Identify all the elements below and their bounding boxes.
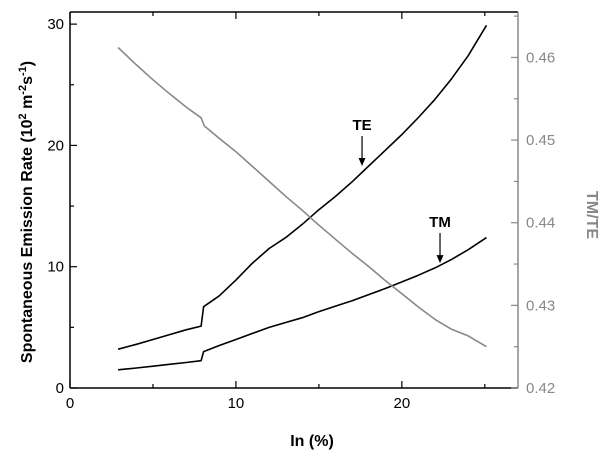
right-y-tick-label: 0.42 — [526, 380, 555, 397]
annotation-arrowhead-tm — [436, 255, 444, 264]
right-y-axis-title: TM/TE — [583, 191, 600, 239]
x-tick-label: 20 — [394, 395, 411, 412]
series-line-tm — [118, 236, 487, 371]
series-line-te — [117, 24, 488, 350]
x-tick-label: 0 — [66, 395, 74, 412]
left-y-tick-label: 10 — [47, 259, 64, 276]
right-y-tick-label: 0.46 — [526, 49, 555, 66]
annotation-arrowhead-te — [358, 158, 366, 167]
x-axis-title: In (%) — [290, 433, 334, 450]
ticks-layer: 0 10 20 0 10 20 30 0.42 0.43 0.44 0.45 0.46 — [47, 12, 555, 412]
left-y-tick-label: 0 — [56, 380, 64, 397]
left-y-axis-title: Spontaneous Emission Rate (102 m-2s-1) — [17, 61, 36, 363]
right-y-tick-label: 0.43 — [526, 297, 555, 314]
annotation-label-tm: TM — [429, 214, 451, 231]
annotation-label-te: TE — [352, 117, 371, 134]
left-y-tick-label: 30 — [47, 16, 64, 33]
series-layer — [117, 24, 488, 371]
right-y-tick-label: 0.44 — [526, 215, 555, 232]
x-tick-label: 10 — [228, 395, 245, 412]
annotation-layer: TE TM — [352, 117, 451, 264]
right-y-tick-label: 0.45 — [526, 132, 555, 149]
series-line-tm-te — [117, 46, 487, 348]
left-y-tick-label: 20 — [47, 137, 64, 154]
plot-frame — [69, 11, 519, 389]
